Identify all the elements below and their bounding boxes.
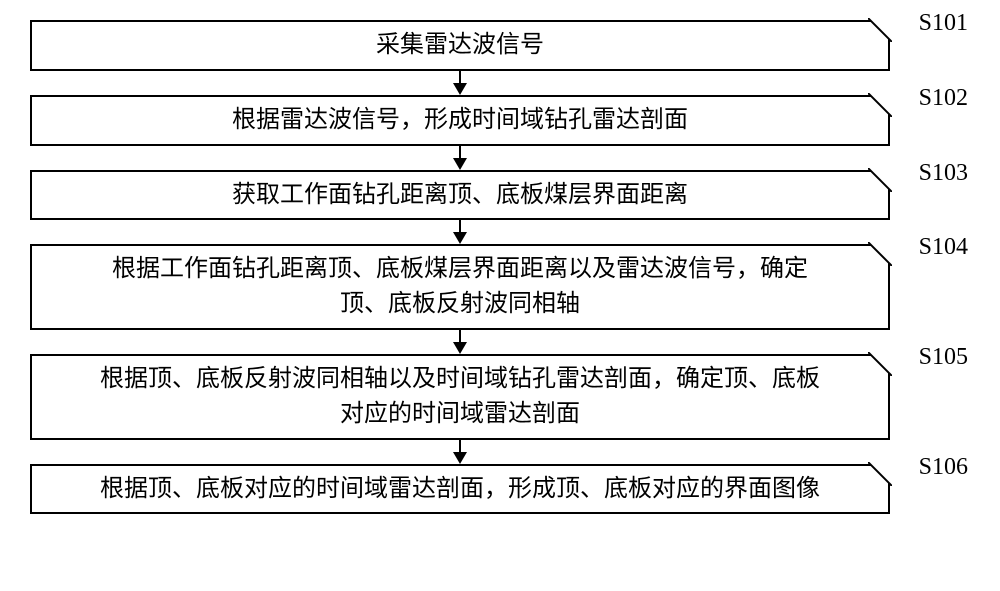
flowchart-step: 根据顶、底板反射波同相轴以及时间域钻孔雷达剖面，确定顶、底板对应的时间域雷达剖面… — [30, 354, 890, 440]
step-text-line: 对应的时间域雷达剖面 — [100, 397, 820, 432]
step-box: 根据顶、底板对应的时间域雷达剖面，形成顶、底板对应的界面图像 — [30, 464, 890, 515]
step-box: 根据顶、底板反射波同相轴以及时间域钻孔雷达剖面，确定顶、底板对应的时间域雷达剖面 — [30, 354, 890, 440]
step-label: S106 — [919, 454, 968, 481]
step-box: 根据工作面钻孔距离顶、底板煤层界面距离以及雷达波信号，确定顶、底板反射波同相轴 — [30, 244, 890, 330]
flowchart-step: 根据顶、底板对应的时间域雷达剖面，形成顶、底板对应的界面图像S106 — [30, 464, 890, 515]
step-text-line: 获取工作面钻孔距离顶、底板煤层界面距离 — [232, 178, 688, 213]
step-label: S103 — [919, 160, 968, 187]
flow-arrow — [30, 330, 890, 354]
step-label: S104 — [919, 234, 968, 261]
flowchart-step: 采集雷达波信号S101 — [30, 20, 890, 71]
flowchart-step: 根据雷达波信号，形成时间域钻孔雷达剖面S102 — [30, 95, 890, 146]
flow-arrow — [30, 220, 890, 244]
step-box: 采集雷达波信号 — [30, 20, 890, 71]
step-label: S102 — [919, 85, 968, 112]
step-text-line: 顶、底板反射波同相轴 — [112, 287, 808, 322]
step-text-line: 根据顶、底板反射波同相轴以及时间域钻孔雷达剖面，确定顶、底板 — [100, 362, 820, 397]
step-label: S101 — [919, 10, 968, 37]
flow-arrow — [30, 146, 890, 170]
step-label: S105 — [919, 344, 968, 371]
flow-arrow — [30, 71, 890, 95]
flow-arrow — [30, 440, 890, 464]
step-box: 获取工作面钻孔距离顶、底板煤层界面距离 — [30, 170, 890, 221]
step-text-line: 根据工作面钻孔距离顶、底板煤层界面距离以及雷达波信号，确定 — [112, 252, 808, 287]
step-text-line: 根据雷达波信号，形成时间域钻孔雷达剖面 — [232, 103, 688, 138]
flowchart-step: 根据工作面钻孔距离顶、底板煤层界面距离以及雷达波信号，确定顶、底板反射波同相轴S… — [30, 244, 890, 330]
step-text-line: 采集雷达波信号 — [376, 28, 544, 63]
flowchart-container: 采集雷达波信号S101根据雷达波信号，形成时间域钻孔雷达剖面S102获取工作面钻… — [20, 20, 980, 514]
step-text-line: 根据顶、底板对应的时间域雷达剖面，形成顶、底板对应的界面图像 — [100, 472, 820, 507]
step-box: 根据雷达波信号，形成时间域钻孔雷达剖面 — [30, 95, 890, 146]
flowchart-step: 获取工作面钻孔距离顶、底板煤层界面距离S103 — [30, 170, 890, 221]
